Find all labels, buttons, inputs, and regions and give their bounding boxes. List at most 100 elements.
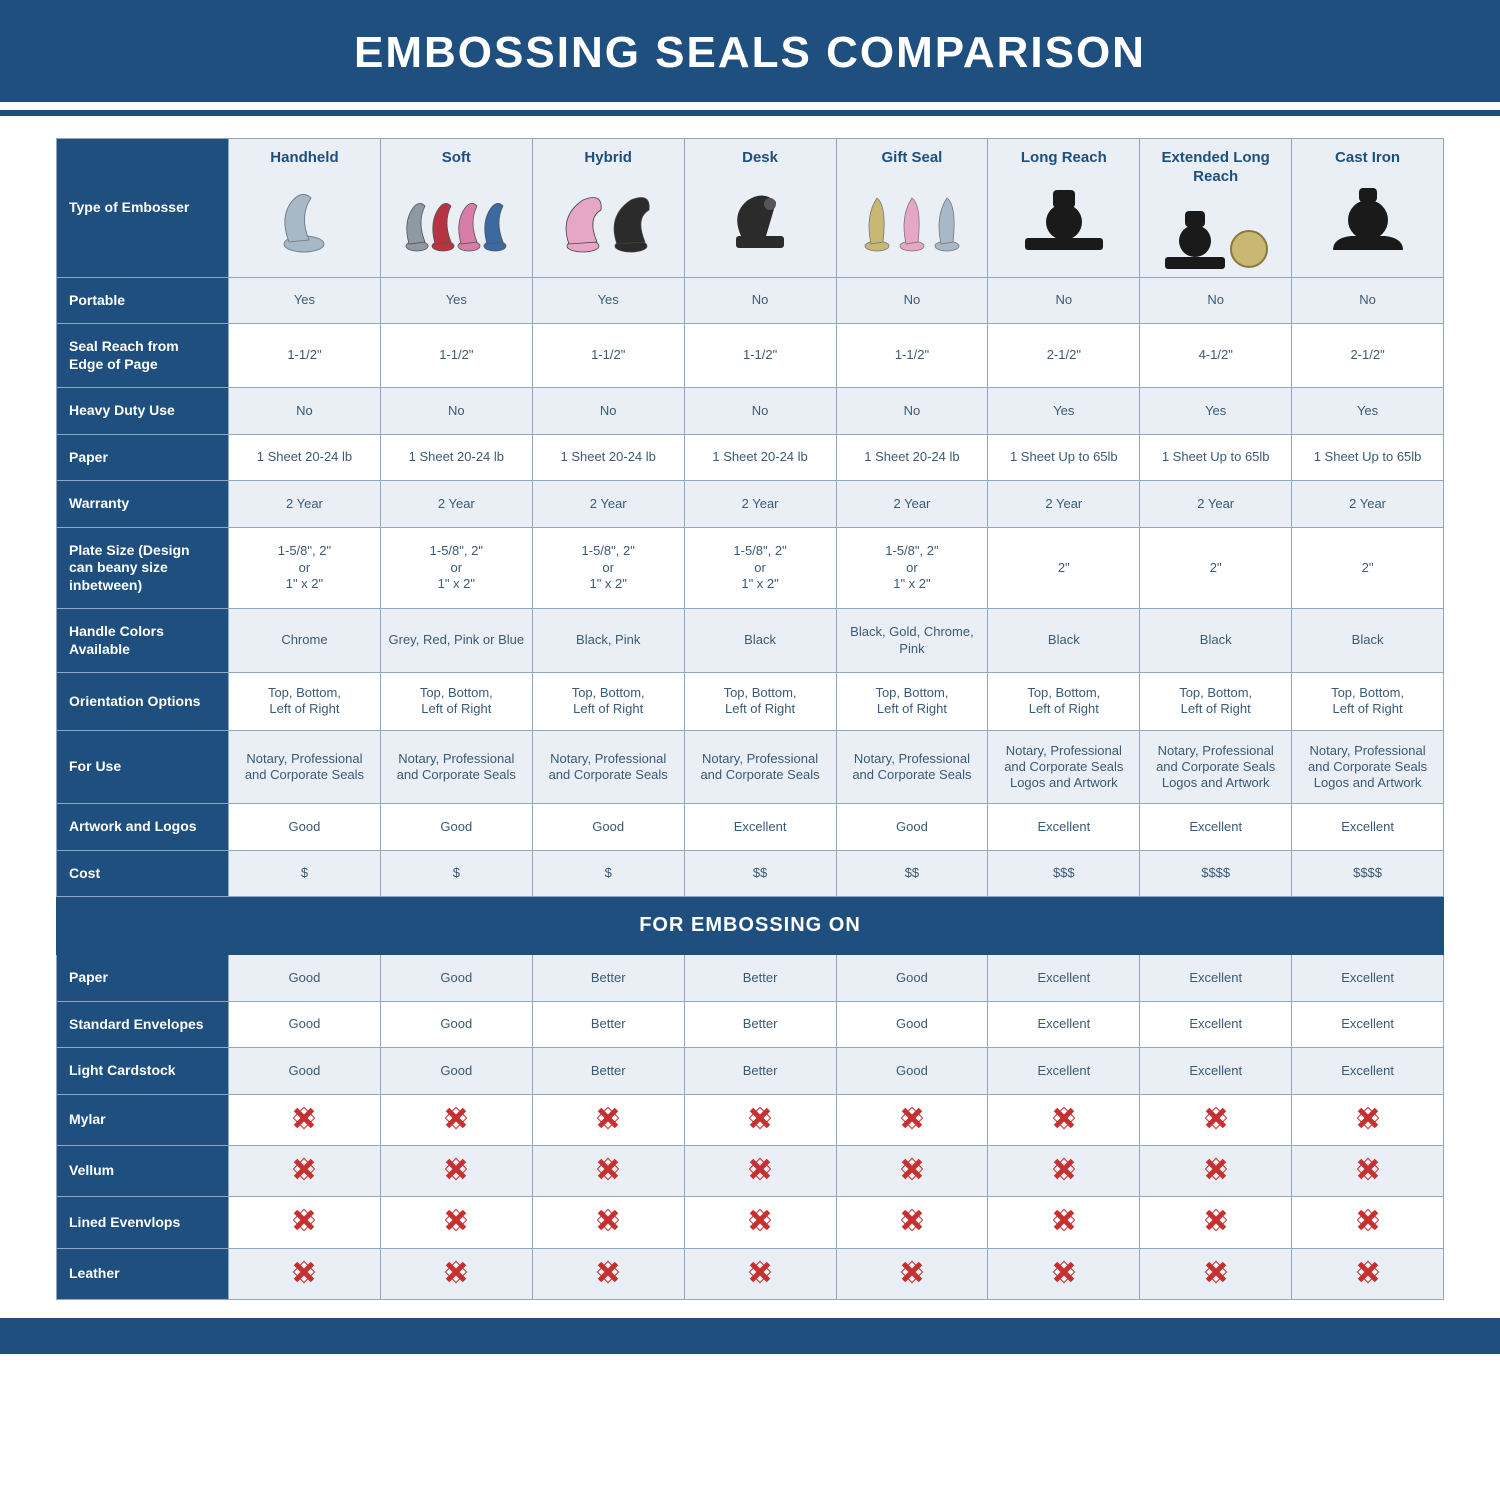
table-cell xyxy=(1292,1248,1444,1299)
page-title: EMBOSSING SEALS COMPARISON xyxy=(0,0,1500,102)
table-cell: Better xyxy=(532,955,684,1002)
table-cell: Top, Bottom,Left of Right xyxy=(1292,673,1444,731)
table-cell: Top, Bottom,Left of Right xyxy=(988,673,1140,731)
not-available-icon xyxy=(1357,1261,1379,1283)
table-cell: Excellent xyxy=(1292,1001,1444,1048)
table-cell xyxy=(380,1248,532,1299)
not-available-icon xyxy=(901,1261,923,1283)
header-row: Type of Embosser Handheld Soft xyxy=(57,139,1444,278)
thumb-soft-icon xyxy=(385,174,528,256)
table-cell xyxy=(1140,1248,1292,1299)
row-label: For Use xyxy=(57,730,229,804)
table-cell: 1-1/2" xyxy=(684,324,836,388)
colhead-gift: Gift Seal xyxy=(836,139,988,278)
table-cell xyxy=(229,1094,381,1145)
table-cell: Excellent xyxy=(1140,804,1292,851)
not-available-icon xyxy=(597,1209,619,1231)
not-available-icon xyxy=(1357,1107,1379,1129)
table-cell: Good xyxy=(380,1048,532,1095)
table-cell: Better xyxy=(532,1048,684,1095)
table-cell: Notary, Professional and Corporate Seals… xyxy=(1140,730,1292,804)
not-available-icon xyxy=(445,1261,467,1283)
row-label: Seal Reach from Edge of Page xyxy=(57,324,229,388)
table-cell: Good xyxy=(836,1001,988,1048)
row-label: Light Cardstock xyxy=(57,1048,229,1095)
table-row: Heavy Duty UseNoNoNoNoNoYesYesYes xyxy=(57,388,1444,435)
table-cell: 1-1/2" xyxy=(532,324,684,388)
colhead-label: Long Reach xyxy=(1021,149,1107,166)
row-label: Warranty xyxy=(57,481,229,528)
table-row: Paper1 Sheet 20-24 lb1 Sheet 20-24 lb1 S… xyxy=(57,434,1444,481)
table-cell: Top, Bottom,Left of Right xyxy=(229,673,381,731)
thumb-exlong-icon xyxy=(1144,193,1287,275)
table-cell: $$ xyxy=(836,850,988,897)
table-cell: Black xyxy=(1292,609,1444,673)
table-cell: 2" xyxy=(1140,527,1292,609)
table-cell: 2 Year xyxy=(229,481,381,528)
table-cell: Yes xyxy=(1140,388,1292,435)
table-cell: Top, Bottom,Left of Right xyxy=(684,673,836,731)
table-cell xyxy=(836,1146,988,1197)
colhead-long: Long Reach xyxy=(988,139,1140,278)
table-cell: No xyxy=(532,388,684,435)
table-cell: Chrome xyxy=(229,609,381,673)
table-cell: 1 Sheet 20-24 lb xyxy=(532,434,684,481)
not-available-icon xyxy=(1205,1209,1227,1231)
table-cell: Yes xyxy=(532,277,684,324)
table-cell: 1-5/8", 2"or1" x 2" xyxy=(684,527,836,609)
table-cell: Good xyxy=(836,1048,988,1095)
colhead-cast: Cast Iron xyxy=(1292,139,1444,278)
table-row: Vellum xyxy=(57,1146,1444,1197)
table-cell: Better xyxy=(532,1001,684,1048)
table-cell xyxy=(684,1248,836,1299)
row-label: Plate Size (Design can beany size inbetw… xyxy=(57,527,229,609)
thumb-desk-icon xyxy=(689,174,832,256)
table-cell: Excellent xyxy=(1140,1001,1292,1048)
table-row: Lined Evenvlops xyxy=(57,1197,1444,1248)
row-label: Leather xyxy=(57,1248,229,1299)
table-cell: 1-5/8", 2"or1" x 2" xyxy=(532,527,684,609)
table-cell: Good xyxy=(229,1048,381,1095)
row-label: Paper xyxy=(57,434,229,481)
not-available-icon xyxy=(1205,1261,1227,1283)
table-cell: Notary, Professional and Corporate Seals… xyxy=(988,730,1140,804)
table-cell: 2 Year xyxy=(684,481,836,528)
not-available-icon xyxy=(901,1107,923,1129)
row-label: Handle Colors Available xyxy=(57,609,229,673)
table-cell: 2 Year xyxy=(988,481,1140,528)
table-cell: Excellent xyxy=(1140,955,1292,1002)
table-cell: Top, Bottom,Left of Right xyxy=(836,673,988,731)
table-cell xyxy=(1140,1094,1292,1145)
row-label: Heavy Duty Use xyxy=(57,388,229,435)
table-cell: No xyxy=(229,388,381,435)
table-cell: Notary, Professional and Corporate Seals xyxy=(532,730,684,804)
row-label: Paper xyxy=(57,955,229,1002)
table-cell: Good xyxy=(380,955,532,1002)
not-available-icon xyxy=(1205,1107,1227,1129)
section-banner: FOR EMBOSSING ON xyxy=(57,897,1444,955)
table-cell: Excellent xyxy=(1292,955,1444,1002)
table-row: Light CardstockGoodGoodBetterBetterGoodE… xyxy=(57,1048,1444,1095)
comparison-table: Type of Embosser Handheld Soft xyxy=(56,138,1444,1300)
table-cell: Good xyxy=(380,1001,532,1048)
table-cell: No xyxy=(1292,277,1444,324)
table-cell: 1 Sheet Up to 65lb xyxy=(1292,434,1444,481)
table-cell: No xyxy=(988,277,1140,324)
table-cell: 2 Year xyxy=(1292,481,1444,528)
table-cell xyxy=(1140,1197,1292,1248)
table-cell: Notary, Professional and Corporate Seals… xyxy=(1292,730,1444,804)
table-cell xyxy=(988,1248,1140,1299)
row-label: Lined Evenvlops xyxy=(57,1197,229,1248)
table-cell xyxy=(1140,1146,1292,1197)
colhead-label: Hybrid xyxy=(584,149,632,166)
title-divider xyxy=(0,110,1500,116)
comparison-table-wrap: Type of Embosser Handheld Soft xyxy=(56,138,1444,1300)
not-available-icon xyxy=(901,1209,923,1231)
not-available-icon xyxy=(597,1158,619,1180)
table-row: Warranty2 Year2 Year2 Year2 Year2 Year2 … xyxy=(57,481,1444,528)
table-cell: Black xyxy=(1140,609,1292,673)
table-row: Seal Reach from Edge of Page 1-1/2"1-1/2"… xyxy=(57,324,1444,388)
colhead-label: Extended Long Reach xyxy=(1162,149,1270,185)
not-available-icon xyxy=(1053,1158,1075,1180)
table-cell xyxy=(229,1248,381,1299)
